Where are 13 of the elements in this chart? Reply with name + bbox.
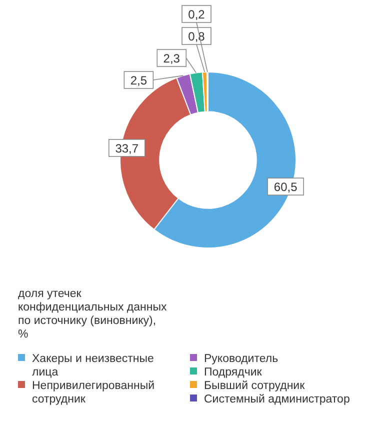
data-label: 2,5 xyxy=(130,74,148,88)
data-label: 2,3 xyxy=(163,52,180,66)
legend-label: Бывший сотрудник xyxy=(204,380,306,392)
legend-label: Хакеры и неизвестные лица xyxy=(32,353,154,378)
legend-label: Системный администратор xyxy=(204,394,350,406)
data-label: 33,7 xyxy=(115,141,139,156)
data-label: 60,5 xyxy=(274,180,298,194)
text: доля утечек конфиденциальных данных по источнику (виновнику), % xyxy=(18,288,167,340)
data-label: 0,2 xyxy=(188,8,206,22)
legend-label: Непривилегированный сотрудник xyxy=(32,380,155,406)
legend-label: Руководитель xyxy=(204,353,278,365)
data-label: 0,8 xyxy=(188,30,206,44)
legend-label: Подрядчик xyxy=(204,366,263,378)
